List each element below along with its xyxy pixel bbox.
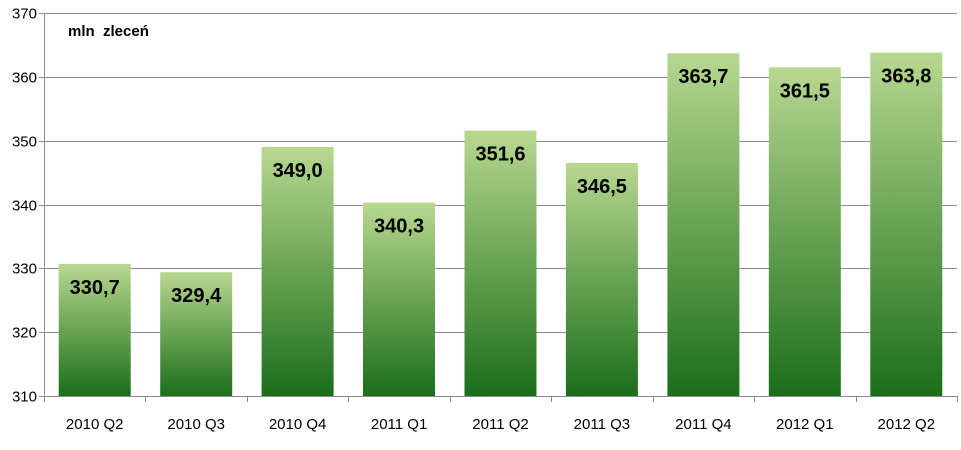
bar: [58, 263, 131, 396]
bar: [464, 130, 537, 396]
data-label: 363,7: [678, 66, 728, 88]
data-label: 361,5: [780, 80, 830, 102]
bars: [58, 52, 943, 397]
bar: [565, 163, 638, 396]
y-tick-label: 350: [12, 134, 37, 151]
y-tick-label: 360: [12, 70, 37, 87]
x-tick-label: 2010 Q2: [66, 416, 124, 433]
y-tick-label: 370: [12, 6, 37, 23]
bar: [768, 67, 841, 397]
data-label: 329,4: [171, 285, 222, 307]
x-tick-label: 2012 Q1: [776, 416, 834, 433]
x-tick-label: 2010 Q4: [269, 416, 327, 433]
y-tick-label: 310: [12, 389, 37, 406]
x-tick-label: 2011 Q1: [371, 416, 427, 433]
data-label: 340,3: [374, 216, 424, 238]
bar: [363, 202, 435, 396]
x-tick-label: 2011 Q4: [675, 416, 731, 433]
y-tick-label: 330: [12, 261, 37, 278]
data-label: 363,8: [881, 66, 931, 88]
bar: [870, 52, 943, 396]
data-label: 346,5: [577, 176, 627, 198]
bar: [261, 147, 334, 396]
x-tick-label: 2010 Q3: [167, 416, 225, 433]
bar: [160, 272, 233, 396]
y-axis-label: mln zleceń: [68, 23, 149, 40]
data-labels: 330,7 329,4 349,0 340,3 351,6 346,5 363,7 361,5…: [70, 66, 932, 308]
x-tick-label: 2011 Q2: [472, 416, 528, 433]
x-tick-label: 2011 Q3: [574, 416, 630, 433]
bar: [667, 53, 740, 396]
axes: 310 320 330 340 350 360 370 2010 Q2 2010 Q3 2010 …: [12, 6, 958, 433]
y-tick-label: 340: [12, 198, 37, 215]
data-label: 349,0: [273, 160, 323, 182]
data-label: 330,7: [70, 277, 120, 299]
y-tick-label: 320: [12, 325, 37, 342]
x-tick-label: 2012 Q2: [878, 416, 936, 433]
data-label: 351,6: [475, 144, 525, 166]
